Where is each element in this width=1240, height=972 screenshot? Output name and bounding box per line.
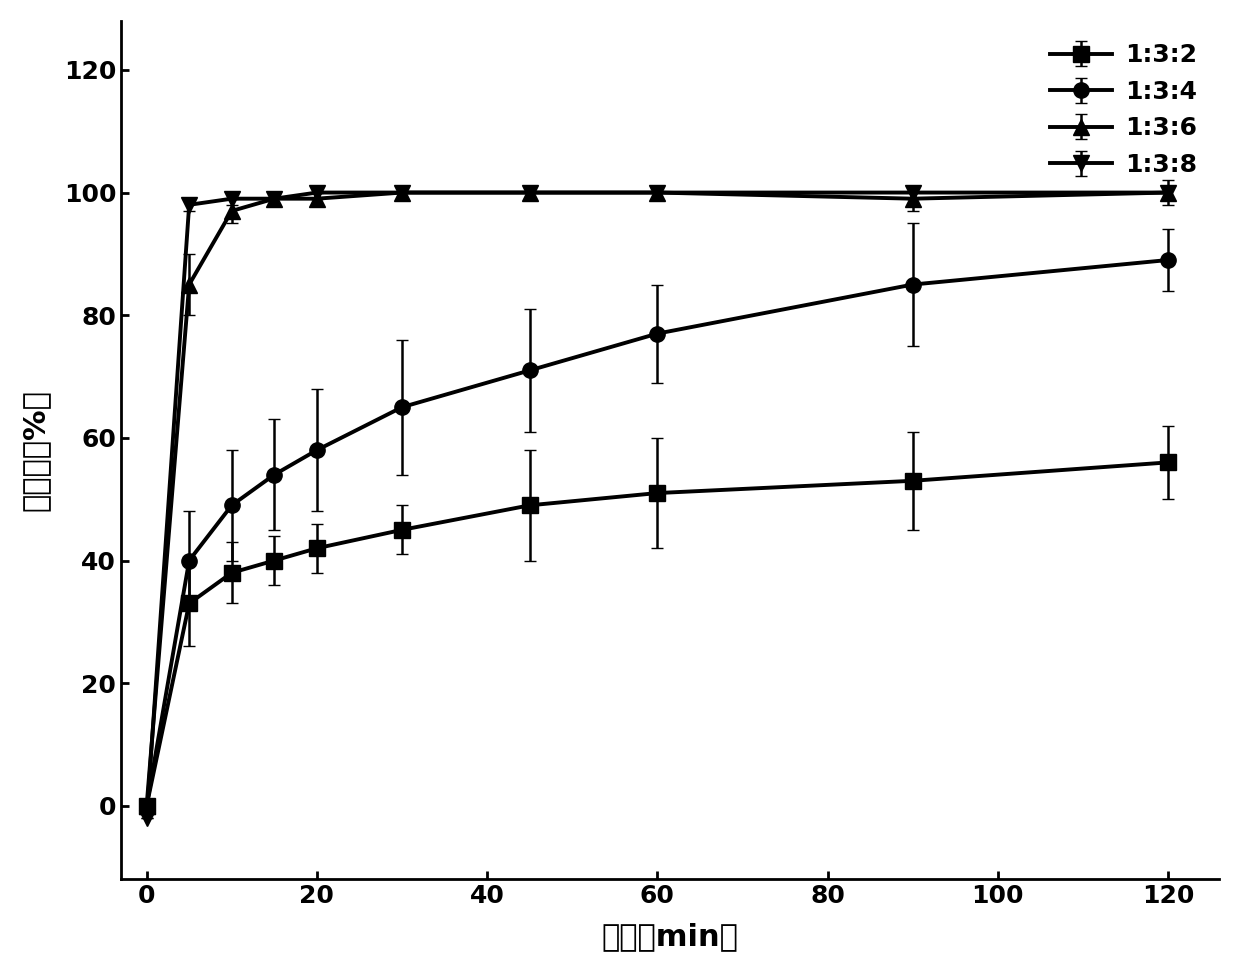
X-axis label: 时间（min）: 时间（min） — [601, 922, 739, 952]
Legend: 1:3:2, 1:3:4, 1:3:6, 1:3:8: 1:3:2, 1:3:4, 1:3:6, 1:3:8 — [1039, 33, 1207, 187]
Y-axis label: 溢出度（%）: 溢出度（%） — [21, 389, 50, 511]
